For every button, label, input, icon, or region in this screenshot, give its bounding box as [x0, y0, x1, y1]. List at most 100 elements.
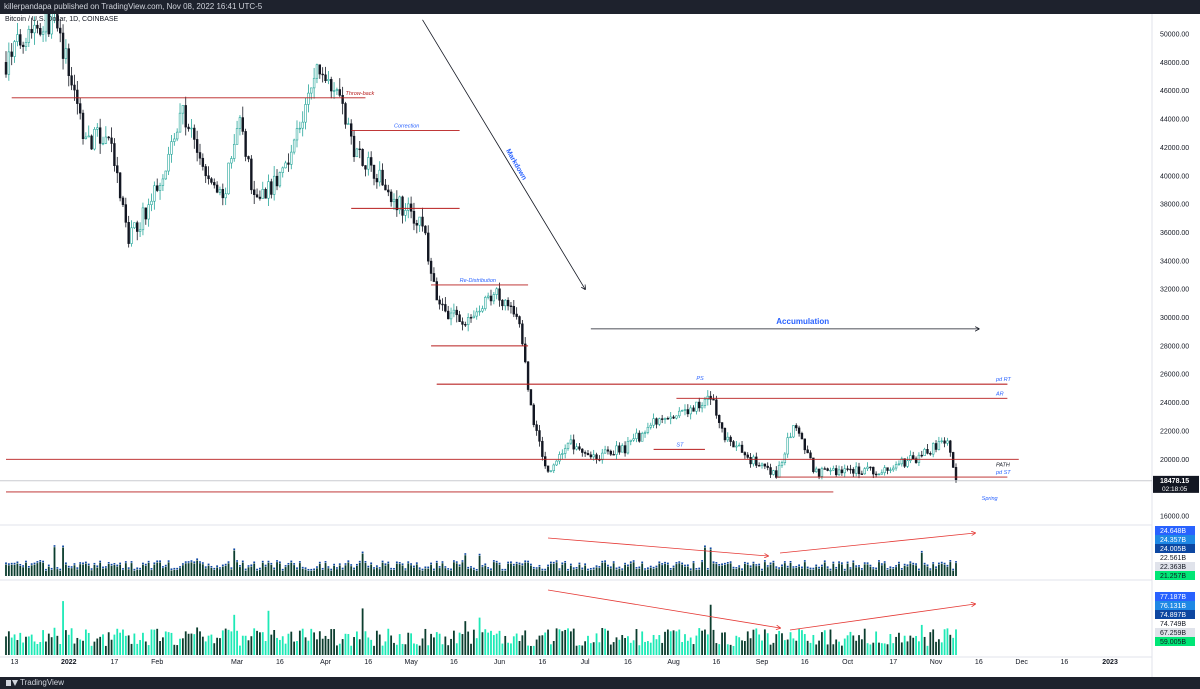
volume-bar	[5, 564, 7, 576]
candle-body	[872, 466, 875, 475]
volume-bar	[84, 629, 87, 655]
candle-body	[449, 312, 453, 320]
candle-body	[709, 395, 712, 400]
level-label: ST	[676, 442, 684, 448]
candle-body	[113, 143, 116, 166]
volume-bar	[843, 638, 846, 655]
volume-cap	[698, 567, 701, 570]
volume-bar	[823, 562, 826, 576]
volume-cap	[746, 562, 749, 565]
volume-cap	[823, 560, 826, 562]
volume-bar	[475, 638, 478, 655]
volume-cap	[107, 562, 110, 564]
candle-body	[444, 304, 447, 312]
volume-bar	[450, 570, 452, 576]
candle-body	[61, 32, 65, 59]
volume-bar	[544, 570, 547, 576]
volume-bar	[584, 641, 587, 655]
y-tick-label: 22000.00	[1160, 428, 1189, 435]
volume-cap	[378, 567, 381, 569]
y-tick-label: 38000.00	[1160, 202, 1189, 209]
volume-bar	[835, 639, 838, 655]
volume-bar	[393, 569, 395, 576]
volume-bar	[863, 564, 866, 576]
volume-bar	[598, 642, 601, 655]
volume-bar	[221, 566, 224, 576]
candle-body	[809, 452, 812, 459]
volume-bar	[413, 643, 415, 655]
volume-bar	[435, 632, 438, 655]
volume-bar	[855, 640, 858, 655]
last-price-badge	[1153, 475, 1199, 493]
volume-bar	[712, 629, 715, 655]
candle-body	[261, 189, 264, 199]
volume-bar	[199, 563, 201, 576]
volume-cap	[19, 563, 22, 566]
volume-cap	[524, 560, 527, 563]
volume-bar	[36, 563, 39, 576]
candle-body	[506, 299, 510, 307]
volume-bar	[652, 568, 655, 576]
candle-body	[712, 398, 715, 401]
y-tick-label: 32000.00	[1160, 287, 1189, 294]
volume-bar	[247, 567, 250, 576]
volume-bar	[766, 633, 769, 655]
volume-bar	[458, 566, 461, 576]
volume-bar	[532, 645, 535, 655]
volume-bar	[524, 562, 527, 576]
candle-body	[532, 404, 535, 425]
volume-cap	[216, 565, 219, 567]
x-tick-label: Jun	[494, 659, 505, 666]
candle-body	[720, 422, 724, 429]
volume-bar	[484, 565, 487, 576]
volume-bar	[102, 634, 104, 655]
volume-cap	[170, 568, 173, 571]
volume-bar	[310, 570, 313, 576]
volume-cap	[475, 568, 478, 571]
candle-body	[298, 127, 302, 130]
volume-cap	[915, 563, 917, 565]
volume-cap	[415, 562, 418, 564]
volume-bar	[453, 562, 455, 576]
volume-cap	[96, 565, 99, 568]
candle-body	[800, 433, 804, 440]
volume-bar	[564, 562, 567, 576]
volume-bar	[461, 562, 464, 576]
volume-bar	[290, 631, 293, 655]
candle-body	[21, 44, 25, 47]
volume-bar	[22, 567, 25, 576]
volume-cap	[190, 560, 193, 562]
volume-bar	[404, 570, 407, 576]
volume-cap	[90, 568, 93, 570]
volume-bar	[955, 629, 957, 655]
volume-cap	[76, 567, 79, 569]
candle-body	[341, 94, 344, 104]
price-chart[interactable]: 16000.0018000.0020000.0022000.0024000.00…	[0, 14, 1200, 677]
volume-bar	[281, 636, 284, 655]
volume-bar	[453, 630, 455, 655]
volume-bars-group	[5, 545, 957, 655]
volume-bar	[250, 636, 253, 655]
candle-body	[749, 457, 752, 465]
volume-bar	[107, 632, 110, 655]
candle-body	[415, 222, 419, 226]
candle-body	[846, 468, 849, 470]
volume-cap	[898, 561, 900, 564]
candle-body	[481, 308, 484, 312]
candle-body	[920, 454, 923, 457]
volume-bar	[518, 564, 521, 576]
volume-cap	[561, 562, 564, 565]
volume-bar	[655, 567, 658, 576]
candle-body	[198, 152, 202, 159]
volume-bar	[698, 569, 701, 576]
volume-bar	[549, 644, 552, 655]
volume-bar	[512, 636, 515, 655]
volume-bar	[119, 564, 122, 576]
volume-bar	[781, 566, 783, 576]
candle-body	[324, 74, 327, 82]
volume-bar	[492, 635, 495, 655]
volume-bar	[527, 562, 529, 576]
volume-bar	[87, 632, 90, 655]
volume-cap	[607, 564, 609, 567]
volume-cap	[413, 565, 415, 568]
